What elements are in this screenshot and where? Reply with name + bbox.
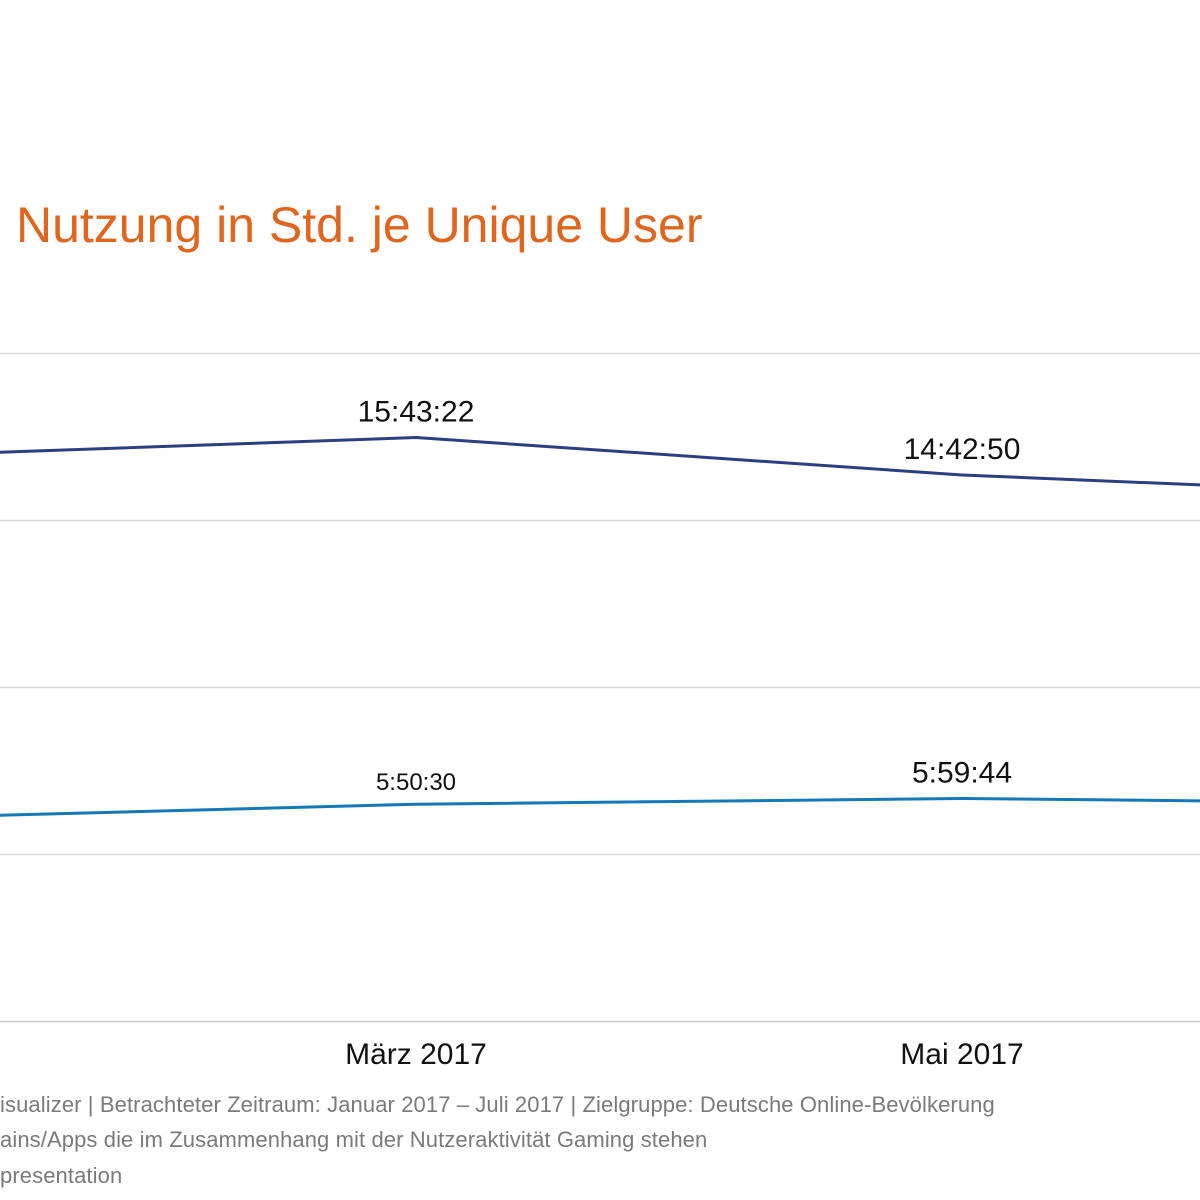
data-label: 14:42:50 xyxy=(904,433,1021,466)
source-footnote: isualizer | Betrachteter Zeitraum: Janua… xyxy=(0,1092,995,1117)
chart-title: Nutzung in Std. je Unique User xyxy=(16,197,703,253)
data-label: 5:50:30 xyxy=(376,769,456,796)
definition-footnote: ains/Apps die im Zusammenhang mit der Nu… xyxy=(0,1127,708,1152)
series-lines xyxy=(0,436,1200,817)
data-label: 5:59:44 xyxy=(912,756,1012,789)
series-line-2 xyxy=(0,797,1200,817)
x-axis-ticks: März 2017 Mai 2017 xyxy=(345,1038,1024,1071)
data-label: 15:43:22 xyxy=(358,396,475,429)
data-labels: 15:43:22 14:42:50 5:50:30 5:59:44 xyxy=(358,396,1021,797)
series-line-1 xyxy=(0,436,1200,487)
x-tick-label: März 2017 xyxy=(345,1038,487,1071)
x-tick-label: Mai 2017 xyxy=(900,1038,1023,1071)
grid-lines xyxy=(0,352,1200,1023)
note-footnote: presentation xyxy=(0,1163,123,1188)
